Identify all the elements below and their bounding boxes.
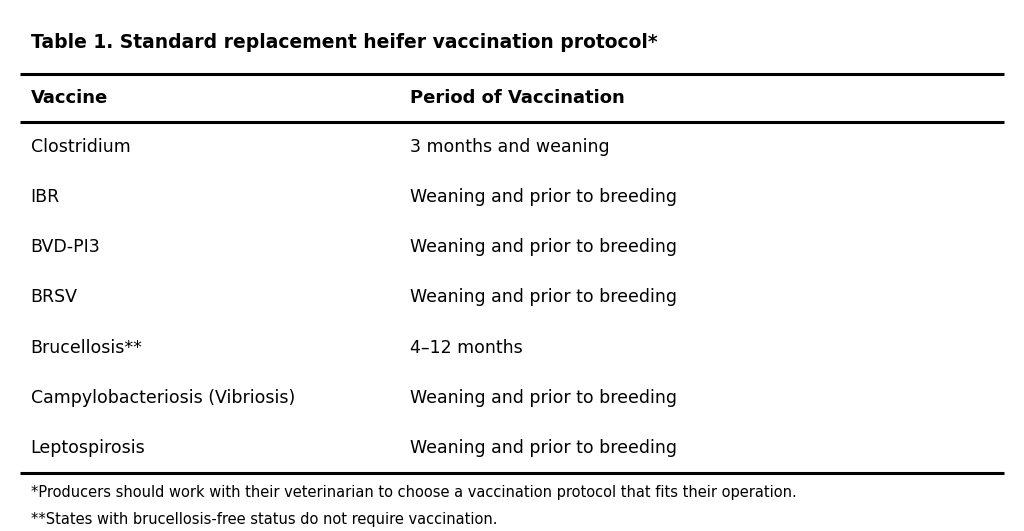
- Text: Brucellosis**: Brucellosis**: [31, 339, 142, 357]
- Text: Period of Vaccination: Period of Vaccination: [410, 89, 625, 107]
- Text: Clostridium: Clostridium: [31, 138, 130, 156]
- Text: Campylobacteriosis (Vibriosis): Campylobacteriosis (Vibriosis): [31, 389, 295, 407]
- Text: Weaning and prior to breeding: Weaning and prior to breeding: [410, 188, 677, 206]
- Text: BRSV: BRSV: [31, 288, 78, 306]
- Text: Weaning and prior to breeding: Weaning and prior to breeding: [410, 439, 677, 457]
- Text: Vaccine: Vaccine: [31, 89, 108, 107]
- Text: Weaning and prior to breeding: Weaning and prior to breeding: [410, 238, 677, 256]
- Text: IBR: IBR: [31, 188, 60, 206]
- Text: *Producers should work with their veterinarian to choose a vaccination protocol : *Producers should work with their veteri…: [31, 485, 797, 500]
- Text: 3 months and weaning: 3 months and weaning: [410, 138, 609, 156]
- Text: BVD-PI3: BVD-PI3: [31, 238, 100, 256]
- Text: Table 1. Standard replacement heifer vaccination protocol*: Table 1. Standard replacement heifer vac…: [31, 33, 657, 52]
- Text: Weaning and prior to breeding: Weaning and prior to breeding: [410, 389, 677, 407]
- Text: **States with brucellosis-free status do not require vaccination.: **States with brucellosis-free status do…: [31, 512, 498, 527]
- Text: Leptospirosis: Leptospirosis: [31, 439, 145, 457]
- Text: Weaning and prior to breeding: Weaning and prior to breeding: [410, 288, 677, 306]
- Text: 4–12 months: 4–12 months: [410, 339, 522, 357]
